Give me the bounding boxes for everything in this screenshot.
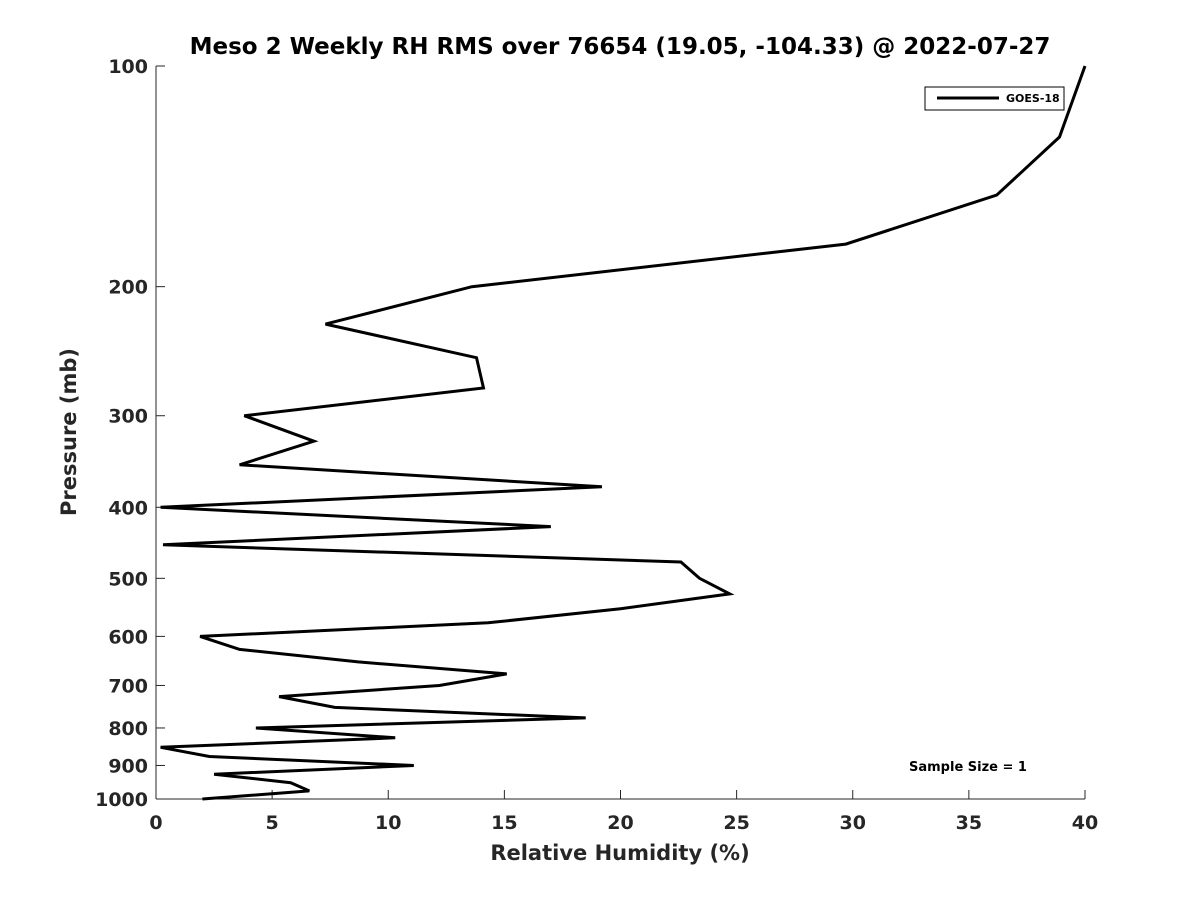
y-axis-label: Pressure (mb) — [57, 348, 81, 516]
y-tick-label: 200 — [108, 277, 148, 299]
series-group — [160, 65, 1087, 801]
x-ticks: 0 5 10 15 20 25 30 35 40 — [149, 790, 1098, 834]
x-tick-label: 0 — [149, 812, 162, 834]
y-tick-label: 1000 — [95, 789, 148, 811]
x-tick-label: 30 — [840, 812, 866, 834]
x-tick-label: 5 — [266, 812, 279, 834]
legend-label: GOES-18 — [1006, 92, 1060, 105]
x-tick-label: 40 — [1072, 812, 1098, 834]
x-tick-label: 25 — [723, 812, 749, 834]
plot-axes — [155, 66, 1085, 800]
x-tick-label: 20 — [607, 812, 633, 834]
x-tick-label: 10 — [375, 812, 401, 834]
x-tick-label: 35 — [956, 812, 982, 834]
x-tick-label: 15 — [491, 812, 517, 834]
sample-size-annotation: Sample Size = 1 — [909, 760, 1027, 775]
series-line-goes-18 — [160, 65, 1087, 801]
y-tick-label: 600 — [108, 626, 148, 648]
y-tick-label: 800 — [108, 718, 148, 740]
legend: GOES-18 — [924, 86, 1065, 111]
y-tick-label: 900 — [108, 755, 148, 777]
x-axis-label: Relative Humidity (%) — [490, 841, 749, 865]
y-tick-label: 700 — [108, 675, 148, 697]
y-tick-label: 100 — [108, 56, 148, 78]
y-tick-label: 300 — [108, 406, 148, 428]
chart-title: Meso 2 Weekly RH RMS over 76654 (19.05, … — [190, 34, 1051, 60]
y-tick-label: 400 — [108, 497, 148, 519]
y-ticks: 100 200 300 400 500 600 700 800 900 1000 — [95, 56, 165, 811]
y-tick-label: 500 — [108, 568, 148, 590]
